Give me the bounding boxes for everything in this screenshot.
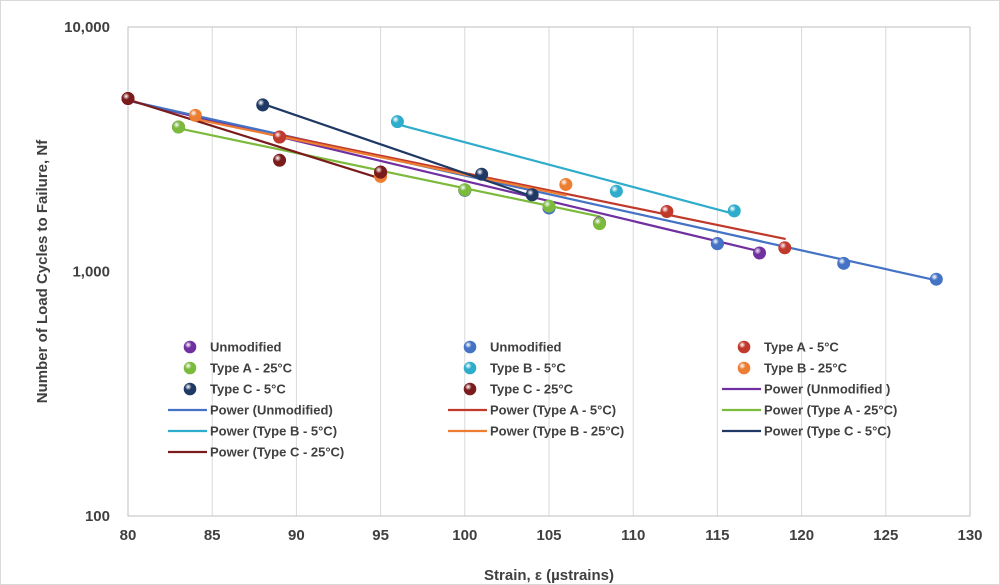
legend-item-power-unmodified-9: Power (Unmodified) xyxy=(168,403,333,418)
point-type-a-25-c xyxy=(542,199,556,213)
legend-marker xyxy=(183,382,197,396)
point-type-a-5-c xyxy=(273,130,287,144)
legend-item-power-type-b-5-c-12: Power (Type B - 5°C) xyxy=(168,424,337,439)
x-tick-label: 80 xyxy=(120,527,137,544)
point-type-b-5-c xyxy=(727,204,741,218)
legend-marker xyxy=(737,340,751,354)
point-type-c-5-c xyxy=(256,98,270,112)
point-type-b-25-c xyxy=(559,177,573,191)
data-points xyxy=(121,91,943,286)
x-tick-label: 125 xyxy=(873,527,898,544)
y-tick-label: 100 xyxy=(85,508,110,525)
legend-item-power-type-c-5-c-14: Power (Type C - 5°C) xyxy=(722,424,891,439)
legend-label: Power (Type A - 25°C) xyxy=(764,403,897,418)
legend-label: Type A - 5°C xyxy=(764,340,839,355)
x-tick-label: 100 xyxy=(452,527,477,544)
trendline-power-type-b-5-c xyxy=(396,123,736,216)
point-type-b-5-c xyxy=(609,184,623,198)
x-axis-title: Strain, ε (µstrains) xyxy=(484,567,614,584)
x-tick-label: 105 xyxy=(536,527,561,544)
point-type-c-5-c xyxy=(475,167,489,181)
point-type-b-5-c xyxy=(390,115,404,129)
legend-label: Type B - 5°C xyxy=(490,361,566,376)
point-type-c-5-c xyxy=(525,188,539,202)
point-unmodified xyxy=(710,237,724,251)
legend-label: Power (Type C - 5°C) xyxy=(764,424,891,439)
point-unmodified xyxy=(837,256,851,270)
point-type-a-5-c xyxy=(778,241,792,255)
legend-item-power-type-a-5-c-10: Power (Type A - 5°C) xyxy=(448,403,616,418)
legend-label: Power (Type B - 5°C) xyxy=(210,424,337,439)
trendline-power-type-a-25-c xyxy=(177,127,601,218)
legend-item-power-type-c-25-c-15: Power (Type C - 25°C) xyxy=(168,445,344,460)
legend-marker xyxy=(463,382,477,396)
x-tick-label: 110 xyxy=(621,527,645,544)
point-type-c-25-c xyxy=(374,165,388,179)
legend-item-power-type-a-25-c-11: Power (Type A - 25°C) xyxy=(722,403,897,418)
point-type-a-5-c xyxy=(660,204,674,218)
point-type-c-25-c xyxy=(273,153,287,167)
x-tick-label: 90 xyxy=(288,527,305,544)
legend-label: Type A - 25°C xyxy=(210,361,293,376)
trendline-power-type-c-5-c xyxy=(261,102,534,198)
x-tick-label: 120 xyxy=(789,527,814,544)
point-type-a-25-c xyxy=(458,183,472,197)
legend-item-type-c-25-c-7: Type C - 25°C xyxy=(463,382,574,397)
x-tick-label: 95 xyxy=(372,527,389,544)
trendline-power-type-b-25-c xyxy=(194,118,567,197)
legend-label: Type C - 5°C xyxy=(210,382,286,397)
point-unmodified xyxy=(929,272,943,286)
plot-area xyxy=(127,26,971,517)
point-type-c-25-c xyxy=(121,91,135,105)
x-axis-ticks: 80 85 90 95 100 105 110 115 120 125 130 xyxy=(120,527,983,544)
legend-item-type-a-25-c-3: Type A - 25°C xyxy=(183,361,293,376)
legend-item-unmodified-0: Unmodified xyxy=(183,340,282,355)
legend-label: Unmodified xyxy=(210,340,282,355)
legend-item-power-type-b-25-c-13: Power (Type B - 25°C) xyxy=(448,424,624,439)
x-tick-label: 115 xyxy=(705,527,729,544)
legend-item-type-c-5-c-6: Type C - 5°C xyxy=(183,382,286,397)
legend-label: Power (Unmodified ) xyxy=(764,382,890,397)
point-unmodified xyxy=(752,246,766,260)
y-axis-ticks: 100 1,000 10,000 xyxy=(64,19,110,525)
x-tick-label: 85 xyxy=(204,527,221,544)
point-type-a-25-c xyxy=(593,217,607,231)
legend-label: Unmodified xyxy=(490,340,562,355)
point-type-a-25-c xyxy=(172,120,186,134)
legend-item-type-a-5-c-2: Type A - 5°C xyxy=(737,340,839,355)
legend-label: Power (Unmodified) xyxy=(210,403,333,418)
legend-item-type-b-5-c-4: Type B - 5°C xyxy=(463,361,566,376)
trendline-power-type-a-5-c xyxy=(278,133,786,240)
y-axis-title: Number of Load Cycles to Failure, Nf xyxy=(34,139,51,403)
legend-marker xyxy=(183,340,197,354)
y-tick-label: 1,000 xyxy=(72,264,110,281)
legend: Unmodified Unmodified Type A - 5°C Type A -… xyxy=(168,340,897,460)
legend-marker xyxy=(463,361,477,375)
legend-item-type-b-25-c-5: Type B - 25°C xyxy=(737,361,848,376)
x-tick-label: 130 xyxy=(957,527,982,544)
y-tick-label: 10,000 xyxy=(64,19,110,36)
legend-item-power-unmodified-8: Power (Unmodified ) xyxy=(722,382,890,397)
legend-label: Type C - 25°C xyxy=(490,382,574,397)
trendline-power-unmodified xyxy=(126,99,761,253)
trendline-power-type-c-25-c xyxy=(126,98,382,180)
legend-label: Power (Type C - 25°C) xyxy=(210,445,344,460)
legend-marker xyxy=(463,340,477,354)
legend-label: Type B - 25°C xyxy=(764,361,848,376)
legend-item-unmodified-1: Unmodified xyxy=(463,340,562,355)
legend-label: Power (Type A - 5°C) xyxy=(490,403,616,418)
legend-label: Power (Type B - 25°C) xyxy=(490,424,624,439)
point-type-b-25-c xyxy=(188,108,202,122)
legend-marker xyxy=(737,361,751,375)
legend-marker xyxy=(183,361,197,375)
